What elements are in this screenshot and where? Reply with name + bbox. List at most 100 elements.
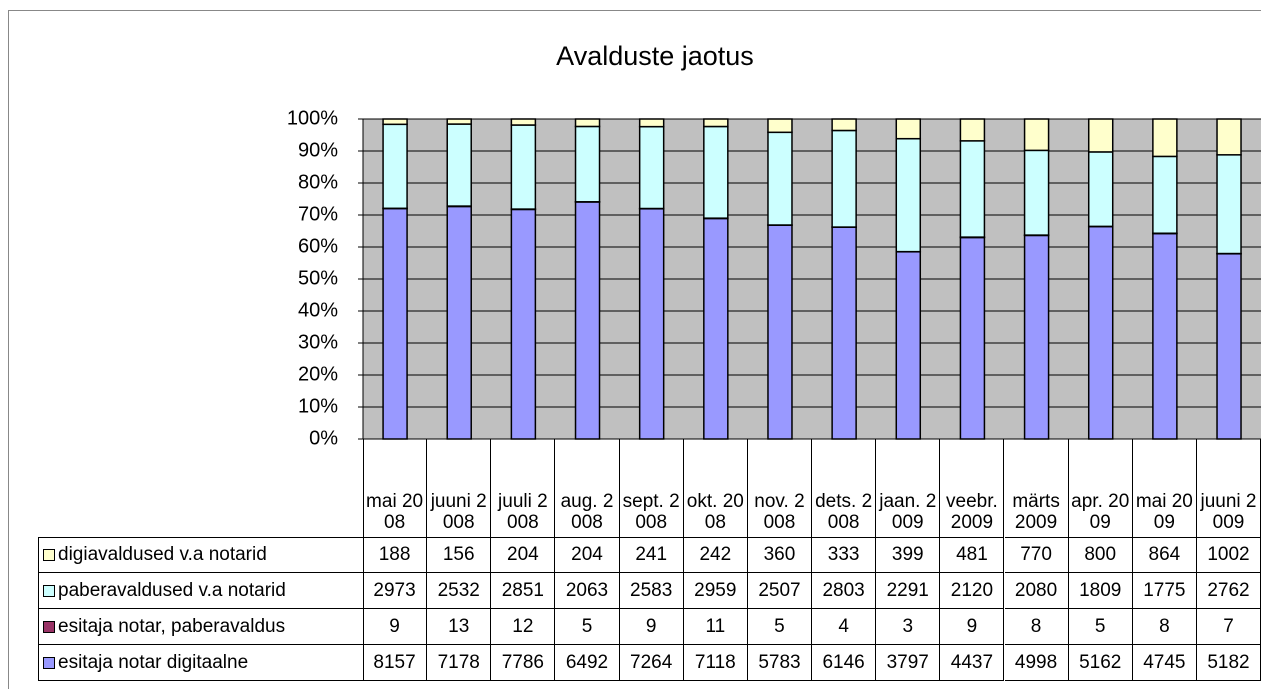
table-value: 2507 xyxy=(747,573,813,609)
y-tick-label: 80% xyxy=(298,171,338,193)
table-value: 204 xyxy=(491,537,556,573)
bar-segment xyxy=(1216,118,1242,156)
table-value: 2973 xyxy=(363,573,428,609)
bar-segment xyxy=(767,131,793,226)
y-tick-label: 20% xyxy=(298,363,338,385)
category-header: okt. 2008 xyxy=(684,439,748,537)
table-value: 481 xyxy=(940,537,1005,573)
bar-segment xyxy=(1152,155,1178,234)
table-value: 7264 xyxy=(619,645,684,681)
bar-segment xyxy=(1216,154,1242,255)
bar-segment xyxy=(703,125,729,219)
table-value: 156 xyxy=(427,537,492,573)
table-value: 8157 xyxy=(363,645,428,681)
table-value: 3797 xyxy=(876,645,941,681)
table-value: 2080 xyxy=(1004,573,1069,609)
bar-segment xyxy=(1087,225,1114,440)
table-value: 9 xyxy=(363,609,428,645)
bar-segment xyxy=(574,118,601,128)
table-value: 8 xyxy=(1132,609,1197,645)
legend-row-label: esitaja notar digitaalne xyxy=(38,645,364,681)
category-header: dets. 2008 xyxy=(812,439,877,537)
table-value: 2291 xyxy=(876,573,941,609)
table-value: 4 xyxy=(812,609,877,645)
bar-segment xyxy=(831,226,857,440)
bar-segment xyxy=(446,118,472,125)
category-header: aug. 2008 xyxy=(555,439,620,537)
table-value: 2583 xyxy=(619,573,684,609)
y-tick-label: 0% xyxy=(309,427,338,449)
legend-label: digiavaldused v.a notarid xyxy=(58,544,267,565)
table-value: 5783 xyxy=(747,645,813,681)
bar-segment xyxy=(382,207,408,440)
table-value: 399 xyxy=(876,537,941,573)
table-value: 241 xyxy=(619,537,684,573)
bar-segment xyxy=(1023,149,1050,236)
bar-segment xyxy=(574,125,601,203)
legend-label: esitaja notar digitaalne xyxy=(58,651,249,673)
table-value: 7 xyxy=(1196,609,1261,645)
chart-frame xyxy=(8,10,1261,689)
y-tick-label: 90% xyxy=(298,139,338,161)
table-value: 9 xyxy=(940,609,1005,645)
bar-segment xyxy=(1087,118,1114,153)
category-header: sept. 2008 xyxy=(620,439,684,537)
table-value: 2851 xyxy=(491,573,556,609)
table-value: 2762 xyxy=(1196,573,1261,609)
table-value: 6146 xyxy=(812,645,877,681)
bar-segment xyxy=(1152,232,1178,440)
bar-segment xyxy=(895,118,922,140)
table-corner xyxy=(363,439,364,537)
category-header: jaan. 2009 xyxy=(876,439,941,537)
bar-segment xyxy=(382,118,408,126)
table-value: 5162 xyxy=(1068,645,1133,681)
bar-segment xyxy=(831,118,857,132)
y-tick-label: 50% xyxy=(298,267,338,289)
legend-key xyxy=(43,656,55,669)
table-value: 2803 xyxy=(812,573,877,609)
table-value: 2063 xyxy=(555,573,620,609)
category-header: mai 2008 xyxy=(363,439,428,537)
bar-segment xyxy=(1087,151,1114,228)
bar-segment xyxy=(638,125,665,210)
category-header: mai 2009 xyxy=(1133,439,1197,537)
bar-segment xyxy=(510,124,537,210)
legend-key xyxy=(43,549,55,561)
table-value: 5182 xyxy=(1196,645,1261,681)
y-tick-label: 70% xyxy=(298,203,338,225)
table-value: 4437 xyxy=(940,645,1005,681)
bar-segment xyxy=(831,129,857,228)
y-tick-label: 100% xyxy=(287,107,338,129)
table-value: 360 xyxy=(747,537,813,573)
table-value: 12 xyxy=(491,609,556,645)
table-value: 11 xyxy=(683,609,748,645)
bar-segment xyxy=(895,137,922,253)
bar-segment xyxy=(382,123,408,210)
chart-title: Avalduste jaotus xyxy=(556,41,754,71)
category-header: juuni 2009 xyxy=(1197,439,1261,537)
bar-segment xyxy=(767,224,793,440)
bar-segment xyxy=(510,118,537,126)
table-value: 4745 xyxy=(1132,645,1197,681)
bar-segment xyxy=(446,123,472,207)
legend-label: esitaja notar, paberavaldus xyxy=(58,615,286,637)
table-value: 4998 xyxy=(1004,645,1069,681)
table-value: 7118 xyxy=(683,645,748,681)
table-value: 7178 xyxy=(427,645,492,681)
bar-segment xyxy=(959,140,986,238)
legend-label: paberavaldused v.a notarid xyxy=(58,579,286,601)
bar-segment xyxy=(638,118,665,128)
category-header: märts 2009 xyxy=(1005,439,1069,537)
category-header: juuli 2008 xyxy=(491,439,556,537)
y-tick-label: 40% xyxy=(298,299,338,321)
bar-segment xyxy=(1152,118,1178,158)
bar-segment xyxy=(638,208,665,440)
bar-segment xyxy=(767,118,793,134)
category-header: veebr. 2009 xyxy=(940,439,1005,537)
table-value: 5 xyxy=(555,609,620,645)
y-tick-label: 60% xyxy=(298,235,338,257)
category-header: apr. 2009 xyxy=(1069,439,1133,537)
bar-segment xyxy=(959,236,986,440)
bar-segment xyxy=(1216,253,1242,440)
table-value: 5 xyxy=(747,609,813,645)
